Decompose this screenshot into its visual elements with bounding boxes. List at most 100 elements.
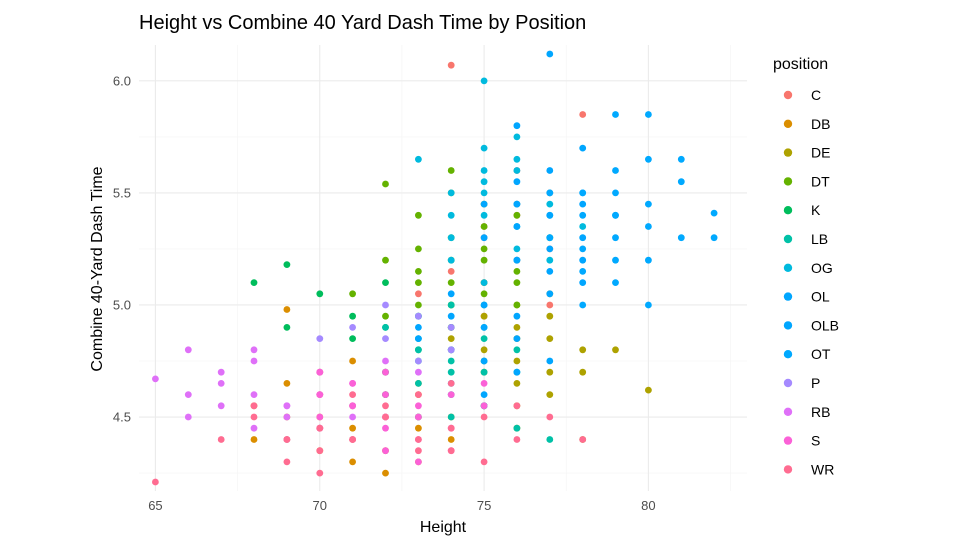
data-point-de [480,312,488,320]
data-point-dt [415,279,422,286]
x-tick-label: 65 [148,498,162,513]
data-point-p [447,324,455,331]
data-point-wr [447,380,455,387]
data-point-og [579,223,587,230]
data-point-wr [283,436,291,443]
data-point-olb [480,357,488,365]
data-point-og [513,245,521,253]
data-point-lb [447,357,455,365]
data-point-s [480,402,488,410]
legend-key-wr [783,465,793,474]
data-point-wr [447,424,455,432]
data-point-s [480,380,488,387]
data-point-db [382,469,389,477]
data-point-wr [349,436,356,443]
y-tick-label: 5.0 [113,297,131,312]
data-point-olb [480,301,488,309]
data-point-ol [546,50,554,58]
data-point-ot [645,223,652,230]
data-point-wr [316,424,324,432]
legend-key-dt [783,177,793,186]
legend-key-og [783,263,793,272]
data-point-og [513,155,521,163]
legend-label-c: C [811,87,821,103]
data-point-og [447,234,455,242]
x-tick-label: 80 [641,498,655,513]
data-point-s [382,424,389,432]
data-point-ol [579,256,587,264]
data-point-lb [415,380,422,387]
data-point-wr [316,447,324,455]
data-point-og [447,256,455,264]
legend-key-rb [783,407,793,416]
data-point-rb [250,391,258,398]
data-point-s [415,413,422,421]
x-axis-title: Height [420,519,467,536]
data-point-rb [250,357,258,365]
data-point-ol [546,211,554,219]
x-tick-labels: 65 70 75 80 [148,498,655,513]
data-point-olb [415,335,422,342]
data-point-dt [382,256,389,264]
data-point-s [415,402,422,410]
data-point-ot [645,111,652,118]
data-point-de [480,346,488,354]
data-point-rb [184,391,192,398]
data-point-k [349,312,356,320]
legend-label-dt: DT [811,173,830,189]
data-point-ot [612,256,619,264]
data-point-rb [283,413,291,421]
data-point-lb [415,346,422,354]
data-point-og [546,256,554,264]
data-point-rb [250,424,258,432]
data-point-og [480,178,488,186]
data-point-rb [184,413,192,421]
data-point-wr [382,402,389,410]
data-point-rb [283,402,291,410]
data-point-db [250,436,258,443]
data-point-de [546,335,554,342]
data-point-p [415,312,422,320]
data-point-ol [546,290,554,298]
data-point-ol [579,200,587,208]
data-point-wr [349,391,356,398]
data-point-s [316,413,324,421]
data-point-og [415,155,422,163]
data-point-de [546,368,554,376]
data-point-ot [546,234,554,242]
data-point-k [250,279,258,286]
data-point-olb [546,357,554,365]
data-point-ot [677,234,685,242]
data-point-og [480,279,488,286]
data-point-wr [283,458,291,466]
data-point-p [316,335,324,342]
data-point-p [447,346,455,354]
data-point-dt [513,268,521,275]
data-point-ol [546,268,554,275]
data-point-db [349,424,356,432]
legend-key-k [783,206,793,215]
legend-key-p [783,378,793,388]
data-point-ol [513,223,521,230]
data-point-ot [612,189,619,197]
data-point-ot [645,155,652,163]
data-point-db [349,458,356,466]
data-point-db [447,436,455,443]
x-tick-label: 75 [477,498,491,513]
data-point-wr [513,402,521,410]
data-point-rb [349,413,356,421]
legend-label-ot: OT [811,346,831,362]
chart-title: Height vs Combine 40 Yard Dash Time by P… [139,12,586,34]
data-point-s [382,368,389,376]
legend-label-s: S [811,433,820,449]
data-point-dt [382,312,389,320]
data-point-s [382,391,389,398]
data-point-dt [349,290,356,298]
legend-label-rb: RB [811,404,830,420]
legend-title: position [773,56,828,73]
data-point-de [513,357,521,365]
data-point-de [579,346,587,354]
data-point-ot [677,155,685,163]
data-points [152,50,718,486]
data-point-rb [152,375,159,383]
